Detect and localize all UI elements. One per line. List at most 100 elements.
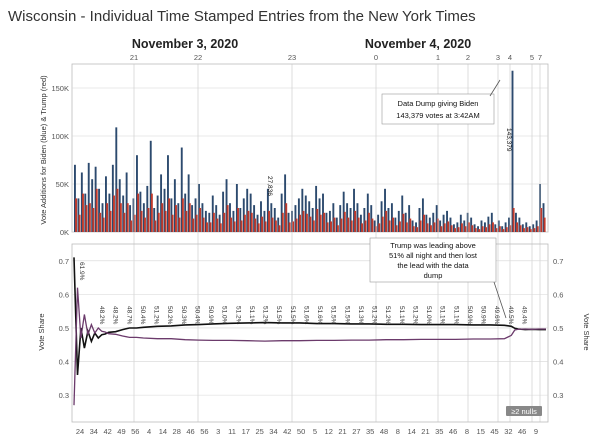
biden-bar [511, 70, 514, 232]
trump-bar [123, 212, 126, 232]
trump-bar [309, 216, 312, 232]
trump-bar [450, 225, 453, 232]
trump-bar [505, 227, 508, 232]
biden-bar [342, 191, 345, 232]
biden-bar [446, 210, 448, 232]
vote-share-panel: 0.3 0.3 0.4 0.4 0.5 0.5 0.6 0.6 0.7 0.7 61.9% 48.2… [37, 237, 591, 436]
share-pct-label: 51.2% [371, 306, 378, 325]
biden-bar [418, 208, 421, 232]
trump-bar [471, 225, 474, 232]
trump-bar [219, 223, 222, 232]
trump-bar [478, 229, 481, 232]
trump-bar [133, 214, 136, 232]
minute-tick-label: 9 [534, 427, 538, 436]
biden-bar [156, 195, 159, 232]
biden-bar [280, 193, 283, 232]
minute-tick-label: 21 [421, 427, 429, 436]
trump-bar [247, 210, 250, 232]
trump-bar [433, 222, 436, 232]
biden-bar [125, 172, 128, 232]
trump-bar [371, 218, 374, 232]
trump-bar [385, 210, 388, 232]
trump-bar [343, 211, 346, 232]
trump-bar [150, 193, 153, 232]
biden-bar [328, 210, 331, 232]
share-pct-label: 50.4% [193, 306, 200, 325]
trump-bar [485, 227, 488, 232]
biden-bar [318, 198, 321, 232]
annotation-text-trump-1: Trump was leading above [390, 241, 476, 250]
biden-bar [477, 226, 479, 232]
hour-label: 7 [538, 53, 542, 62]
trump-bar [395, 225, 398, 232]
annotation-text-trump-4: dump [424, 271, 443, 280]
share-pct-label: 51.2% [262, 306, 269, 325]
trump-bar [147, 208, 150, 232]
biden-bar [387, 208, 390, 232]
trump-bar [440, 226, 443, 232]
trump-bar [181, 198, 184, 232]
share-pct-label: 48.7% [125, 306, 132, 325]
trump-bar [419, 220, 422, 232]
biden-bar [204, 210, 207, 232]
biden-bar [187, 174, 190, 232]
trump-bar [144, 217, 146, 232]
biden-bar [91, 179, 94, 232]
biden-bar [191, 205, 194, 232]
trump-bar [454, 228, 457, 232]
trump-bar [140, 210, 143, 232]
biden-bar [394, 217, 397, 232]
minute-tick-label: 46 [518, 427, 526, 436]
trump-bar [429, 225, 432, 232]
trump-bar [216, 218, 219, 232]
trump-share-line [73, 257, 546, 376]
bar-y-tick-label: 0K [60, 228, 69, 237]
trump-bar [461, 223, 463, 232]
trump-bar [457, 227, 460, 232]
biden-bar [311, 208, 314, 232]
share-panel-frame [71, 243, 549, 423]
trump-bar [178, 217, 181, 232]
biden-bar [308, 201, 311, 232]
trump-bar [102, 217, 105, 232]
trump-bar [164, 210, 167, 232]
biden-bar [142, 203, 145, 232]
share-pct-label: 51.0% [425, 306, 432, 325]
biden-bar [270, 203, 273, 232]
trump-bar [116, 188, 119, 232]
biden-bar [401, 195, 404, 232]
biden-bar [518, 217, 521, 232]
share-pct-label: 51.5% [330, 306, 337, 325]
trump-bar [319, 214, 322, 232]
minute-tick-label: 27 [352, 427, 360, 436]
trump-bar [416, 227, 419, 232]
biden-bar [194, 198, 197, 232]
trump-bar [271, 217, 274, 232]
biden-bar [459, 214, 462, 232]
trump-bar [278, 225, 281, 232]
share-pct-label: 51.5% [343, 306, 350, 325]
minute-tick-label: 32 [504, 427, 512, 436]
biden-bar [273, 208, 276, 232]
share-y-tick-label-right: 0.3 [553, 391, 563, 400]
biden-bar [377, 214, 380, 232]
trump-bar [516, 222, 519, 232]
annotation-text-data-dump-2: 143,379 votes at 3:42AM [396, 111, 479, 120]
biden-bar [335, 217, 338, 232]
biden-bar [111, 164, 114, 232]
minute-tick-label: 17 [242, 427, 250, 436]
annotation-text-trump-3: the lead with the data [397, 261, 469, 270]
biden-bar [180, 147, 183, 232]
biden-bar [170, 198, 173, 232]
share-y-tick-label-left: 0.7 [59, 257, 69, 266]
biden-bar [504, 222, 507, 232]
bar-y-tick-label: 150K [51, 84, 69, 93]
minute-tick-label: 14 [159, 427, 167, 436]
share-y-tick-label-right: 0.6 [553, 290, 563, 299]
biden-bar [501, 226, 504, 232]
biden-bar [301, 188, 304, 232]
trump-bar [192, 218, 195, 232]
share-pct-label: 50.3% [180, 306, 187, 325]
biden-bar [494, 224, 497, 232]
